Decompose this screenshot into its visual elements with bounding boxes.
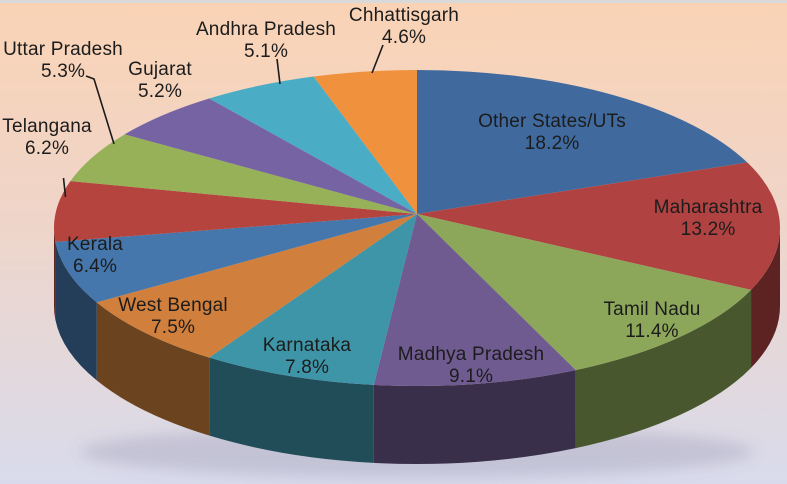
pie-slice-chhattisgarh[interactable] [313, 70, 417, 214]
leader-line-telangana [62, 177, 67, 198]
pie-slice-side-tamil-nadu [575, 289, 752, 449]
pie-slice-side-karnataka [209, 357, 374, 463]
pie-slice-west-bengal[interactable] [96, 214, 418, 358]
pie-slice-other-states-uts[interactable] [417, 70, 748, 214]
pie-slice-side-telangana [54, 228, 56, 320]
pie-slice-andhra-pradesh[interactable] [209, 76, 417, 214]
pie-slice-gujarat[interactable] [124, 98, 417, 214]
pie-slice-madhya-pradesh[interactable] [373, 214, 576, 386]
pie-slice-tamil-nadu[interactable] [417, 214, 752, 371]
pie-slice-side-kerala [55, 241, 97, 381]
pie-slice-karnataka[interactable] [209, 214, 417, 385]
pie-slice-side-maharashtra [751, 228, 780, 368]
leader-line-andhra-pradesh [276, 58, 281, 85]
top-border-strip [0, 0, 787, 3]
pie-slice-side-madhya-pradesh [373, 370, 576, 464]
leader-line-uttar-pradesh [85, 75, 115, 145]
pie-slice-maharashtra[interactable] [417, 162, 780, 290]
pie-slice-uttar-pradesh[interactable] [70, 134, 418, 214]
pie-slice-telangana[interactable] [54, 181, 417, 242]
pie-slice-side-west-bengal [96, 302, 210, 436]
leader-line-chhattisgarh [371, 44, 384, 74]
pie-slice-kerala[interactable] [55, 214, 417, 303]
